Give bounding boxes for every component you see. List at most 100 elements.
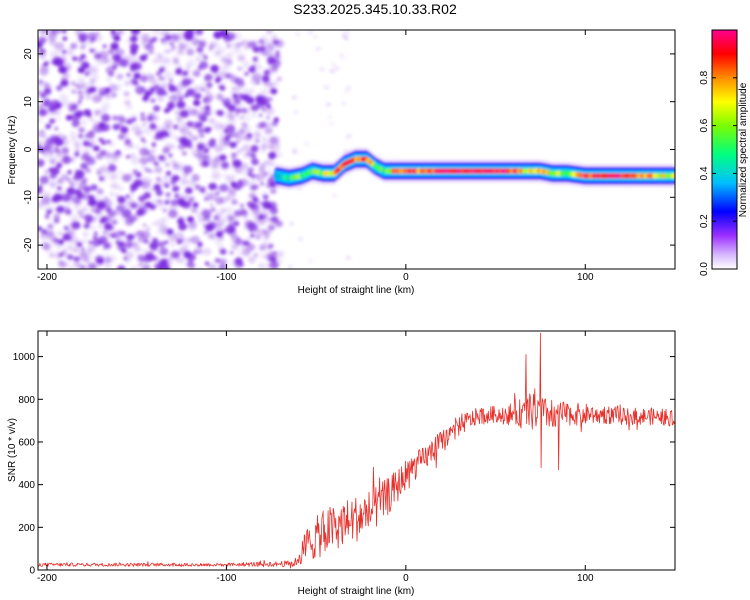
noise-speckle (38, 159, 45, 167)
noise-speckle (177, 112, 183, 118)
noise-speckle (75, 110, 84, 117)
noise-speckle (120, 126, 129, 134)
noise-speckle (162, 208, 167, 213)
noise-speckle (241, 94, 250, 101)
noise-speckle (207, 263, 216, 269)
noise-speckle (177, 81, 187, 90)
snr-y-label: SNR (10 * v/v) (7, 418, 18, 482)
noise-speckle (99, 177, 106, 184)
noise-speckle (38, 82, 43, 89)
noise-speckle (168, 205, 178, 213)
noise-speckle (62, 249, 67, 254)
noise-speckle (64, 196, 70, 201)
noise-speckle (38, 36, 47, 44)
colorbar-label: Normalized spectral amplitude (738, 82, 749, 217)
noise-speckle (236, 42, 242, 47)
noise-speckle (159, 247, 169, 256)
noise-speckle (244, 71, 249, 76)
noise-speckle (185, 201, 192, 208)
noise-speckle (86, 157, 96, 166)
noise-speckle (206, 106, 211, 111)
snr-panel: -200 -100 0 100 0 200 400 600 800 1000 Height of… (7, 330, 676, 597)
noise-speckle (185, 68, 191, 74)
colorbar-ticks: 0.0 0.2 0.4 0.6 0.8 (699, 70, 737, 276)
noise-speckle (108, 246, 113, 250)
noise-speckle (215, 78, 220, 83)
noise-speckle (74, 247, 83, 254)
noise-speckle (313, 35, 318, 39)
noise-speckle (133, 245, 141, 252)
noise-speckle (242, 88, 250, 95)
noise-speckle (233, 210, 242, 217)
noise-speckle (152, 58, 159, 64)
noise-speckle (260, 182, 264, 186)
noise-speckle (164, 108, 170, 113)
noise-speckle (163, 175, 168, 180)
noise-speckle (346, 256, 351, 260)
noise-speckle (181, 151, 187, 156)
noise-speckle (158, 155, 167, 163)
noise-speckle (89, 72, 100, 82)
noise-speckle (249, 154, 256, 160)
noise-speckle (54, 214, 61, 220)
noise-speckle (163, 71, 174, 80)
noise-speckle (251, 158, 259, 166)
noise-speckle (330, 69, 335, 73)
noise-speckle (78, 81, 86, 88)
noise-speckle (55, 50, 61, 55)
noise-speckle (259, 73, 269, 82)
noise-speckle (38, 104, 44, 110)
noise-speckle (77, 86, 82, 91)
noise-speckle (143, 94, 150, 100)
noise-speckle (260, 144, 267, 150)
noise-speckle (102, 196, 109, 202)
noise-speckle (123, 256, 128, 260)
noise-speckle (341, 101, 346, 105)
noise-speckle (47, 223, 54, 230)
noise-speckle (38, 108, 48, 117)
noise-speckle (175, 184, 182, 190)
noise-speckle (252, 56, 258, 62)
noise-speckle (270, 188, 277, 194)
noise-speckle (54, 126, 59, 131)
noise-speckle (269, 174, 274, 178)
noise-speckle (186, 88, 196, 97)
noise-speckle (64, 66, 71, 72)
noise-speckle (345, 135, 351, 139)
noise-speckle (42, 231, 47, 236)
noise-speckle (232, 93, 238, 99)
noise-speckle (98, 224, 103, 229)
snr-frame (37, 330, 676, 571)
noise-speckle (47, 32, 57, 41)
noise-speckle (242, 66, 247, 71)
y-tick-label: 800 (18, 395, 35, 406)
noise-speckle (213, 156, 219, 162)
noise-speckle (191, 255, 197, 260)
noise-speckle (164, 162, 169, 167)
noise-speckle (262, 194, 269, 200)
noise-speckle (88, 240, 93, 245)
noise-speckle (143, 126, 153, 135)
noise-speckle (91, 145, 96, 149)
noise-speckle (169, 78, 174, 83)
noise-speckle (230, 217, 239, 224)
noise-speckle (48, 181, 57, 188)
noise-speckle (130, 191, 134, 195)
noise-speckle (140, 33, 150, 42)
noise-speckle (211, 171, 221, 180)
noise-speckle (44, 100, 49, 105)
noise-speckle (62, 135, 67, 140)
noise-speckle (232, 160, 238, 165)
noise-speckle (116, 237, 125, 246)
noise-speckle (264, 100, 271, 106)
noise-speckle (266, 202, 275, 210)
noise-speckle (197, 112, 207, 121)
noise-speckle (117, 230, 123, 235)
noise-speckle (218, 137, 226, 144)
noise-speckle (240, 128, 246, 134)
noise-speckle (178, 66, 183, 70)
noise-speckle (228, 115, 234, 120)
noise-speckle (248, 172, 252, 177)
noise-speckle (97, 187, 104, 194)
noise-speckle (176, 48, 185, 56)
